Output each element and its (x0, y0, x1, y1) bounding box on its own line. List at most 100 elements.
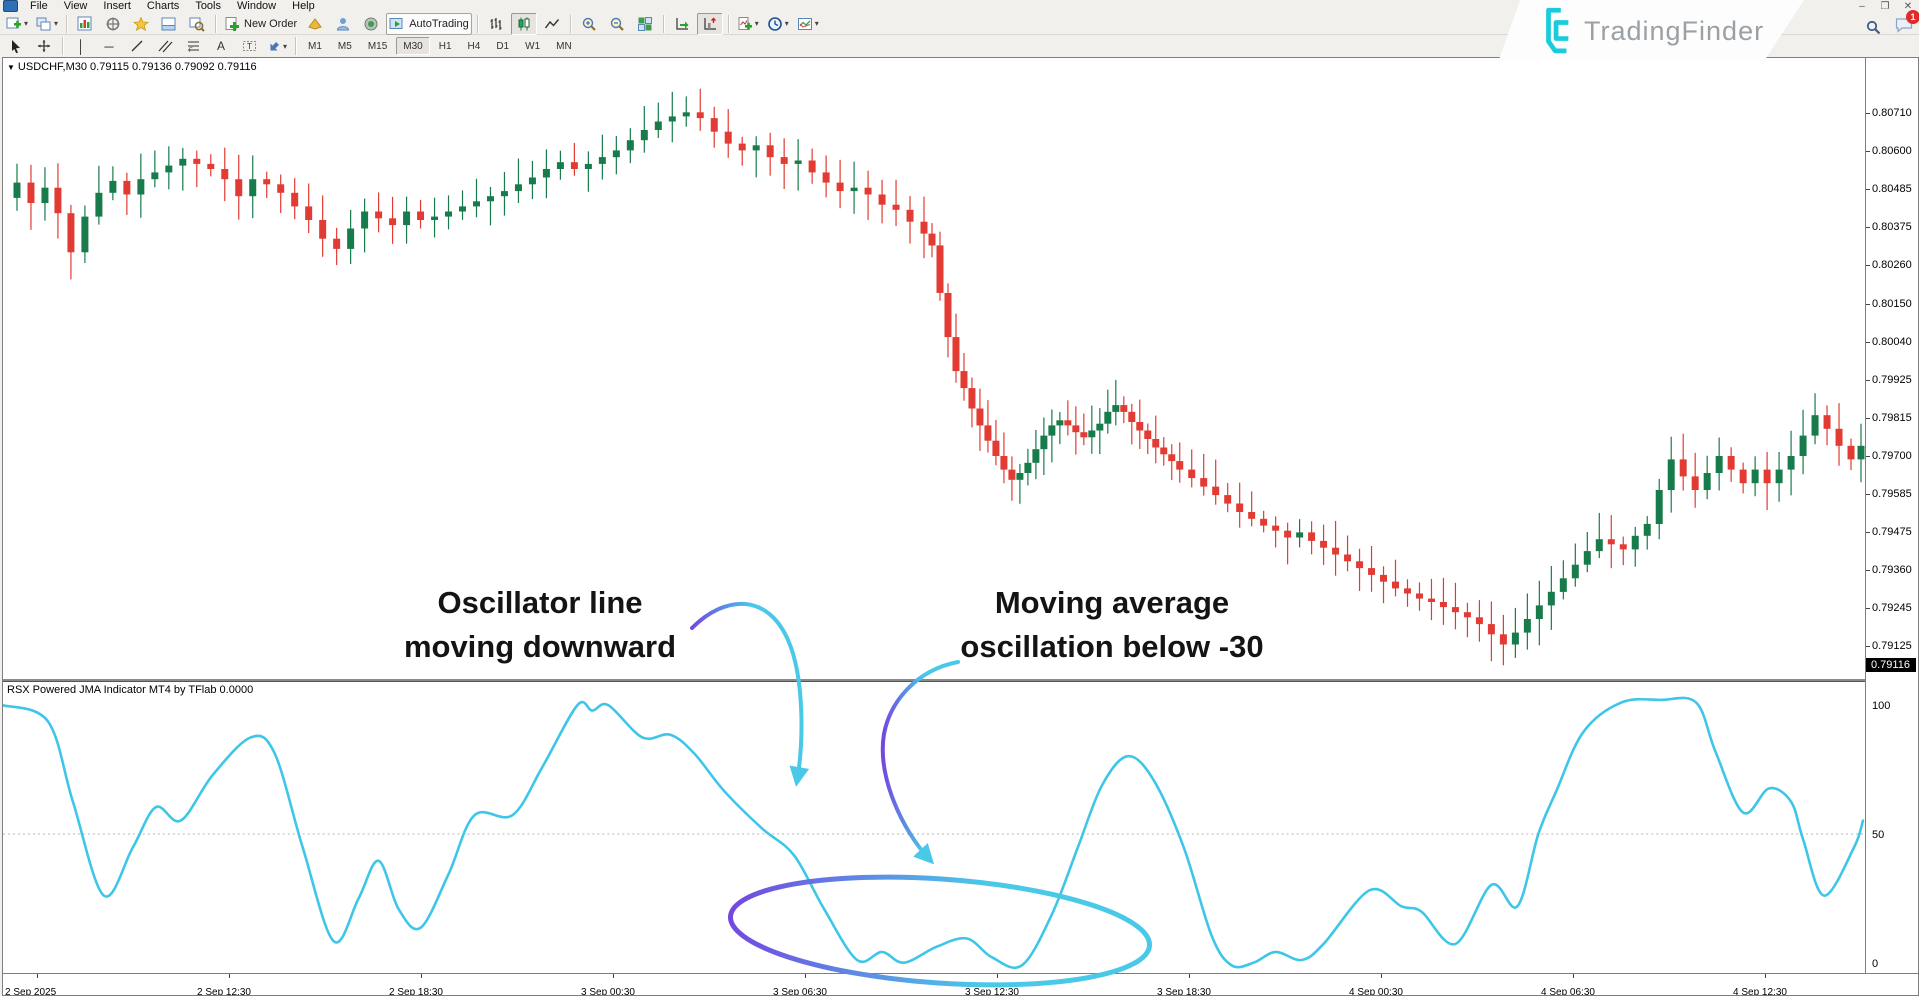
time-label: 2 Sep 2025 (5, 987, 57, 995)
minimize-button[interactable]: – (1859, 1, 1865, 12)
price-tick (1866, 532, 1870, 534)
trendline-button[interactable] (124, 35, 150, 57)
timeframe-h4[interactable]: H4 (461, 37, 488, 55)
timeframe-m1[interactable]: M1 (301, 37, 329, 55)
autotrading-button[interactable]: AutoTrading (386, 12, 472, 35)
timeframe-d1[interactable]: D1 (489, 37, 516, 55)
profiles-button[interactable]: ▾ (33, 13, 61, 35)
line-chart-icon (544, 18, 559, 28)
text-label-button[interactable]: T (236, 35, 262, 57)
strategy-tester-button[interactable] (184, 13, 210, 35)
shapes-button[interactable]: ▾ (264, 35, 290, 57)
menu-charts[interactable]: Charts (146, 0, 180, 12)
price-label: 0.79700 (1872, 449, 1912, 462)
toolbar-separator (62, 37, 63, 55)
timeframe-m5[interactable]: M5 (331, 37, 359, 55)
search-icon[interactable] (1866, 20, 1881, 35)
cursor-button[interactable] (3, 35, 29, 57)
chart-shift-button[interactable] (696, 12, 723, 35)
fibonacci-button[interactable]: F (180, 35, 206, 57)
close-button[interactable]: ✕ (1903, 1, 1913, 12)
oscillator-note-line1: Oscillator line (437, 585, 643, 620)
channel-button[interactable] (152, 35, 178, 57)
new-chart-button[interactable]: ▾ (3, 13, 31, 35)
new-order-button[interactable]: New Order (221, 13, 300, 35)
chevron-down-icon: ▾ (54, 19, 59, 28)
timeframe-mn[interactable]: MN (549, 37, 579, 55)
price-label: 0.79125 (1872, 640, 1912, 653)
price-label: 0.80710 (1872, 107, 1912, 119)
text-button[interactable]: A (208, 35, 234, 57)
tile-windows-button[interactable] (632, 13, 658, 35)
notifications-button[interactable] (358, 13, 384, 35)
bar-chart-button[interactable] (483, 13, 509, 35)
chart-dropdown-icon: ▼ (7, 63, 15, 72)
navigator-button[interactable] (128, 13, 154, 35)
menu-file[interactable]: File (30, 0, 48, 12)
price-tick (1866, 113, 1870, 114)
timeframe-w1[interactable]: W1 (518, 37, 547, 55)
time-label: 3 Sep 12:30 (965, 987, 1019, 995)
vertical-line-button[interactable]: │ (68, 35, 94, 57)
time-label: 3 Sep 00:30 (581, 987, 635, 995)
restore-button[interactable]: ❐ (1880, 1, 1890, 12)
tile-windows-icon (637, 16, 652, 31)
cursor-icon (12, 39, 20, 53)
drawing-toolbar: │ ─ F A T ▾ M1 M5 M15 M30 H1 H4 D1 W1 MN (0, 35, 1919, 57)
experts-button[interactable] (330, 13, 356, 35)
time-label: 4 Sep 00:30 (1349, 987, 1403, 995)
periods-button[interactable]: ▾ (764, 13, 792, 35)
notifications-icon (364, 17, 378, 30)
menu-tools[interactable]: Tools (195, 0, 221, 12)
svg-text:T: T (247, 42, 252, 51)
symbol-info[interactable]: ▼ USDCHF,M30 0.79115 0.79136 0.79092 0.79… (7, 61, 257, 73)
shapes-icon (270, 42, 279, 51)
terminal-button[interactable] (156, 13, 182, 35)
market-watch-button[interactable] (72, 13, 98, 35)
autotrading-label: AutoTrading (409, 17, 469, 30)
crosshair-button[interactable] (31, 35, 57, 57)
price-axis[interactable]: 0.80710 0.80600 0.80485 0.80375 0.80260 0.801… (1865, 58, 1918, 974)
zoom-in-button[interactable] (576, 13, 602, 35)
chevron-down-icon: ▾ (784, 19, 789, 28)
experts-icon (337, 17, 350, 30)
timeframe-h1[interactable]: H1 (432, 37, 459, 55)
zoom-out-icon (610, 17, 624, 31)
price-tick (1866, 227, 1870, 229)
chevron-down-icon: ▾ (24, 19, 29, 28)
zoom-out-button[interactable] (604, 13, 630, 35)
zoom-in-icon (582, 17, 596, 31)
oscillator-line (3, 696, 1865, 970)
main-toolbar: ▾ ▾ New Order AutoTrading (0, 12, 1919, 35)
line-chart-button[interactable] (539, 13, 565, 35)
toolbar-separator (215, 14, 217, 33)
templates-button[interactable]: ▾ (794, 13, 822, 35)
data-window-button[interactable] (100, 13, 126, 35)
metaeditor-icon (308, 17, 323, 30)
metaeditor-button[interactable] (302, 13, 328, 35)
toolbar-separator (66, 14, 68, 33)
time-axis[interactable]: 2 Sep 2025 2 Sep 12:30 2 Sep 18:30 3 Sep 00… (3, 973, 1918, 995)
menu-insert[interactable]: Insert (103, 0, 131, 12)
auto-scroll-button[interactable] (669, 13, 695, 35)
window-controls: – ❐ ✕ (1855, 1, 1915, 12)
toolbar-separator (476, 14, 478, 33)
navigator-icon (133, 16, 150, 31)
chat-button[interactable]: 1 (1895, 10, 1919, 38)
price-label: 0.79585 (1872, 488, 1912, 500)
indicators-button[interactable]: ▾ (734, 13, 762, 35)
horizontal-line-button[interactable]: ─ (96, 35, 122, 57)
menu-window[interactable]: Window (237, 0, 277, 12)
candlestick-chart-icon (518, 17, 530, 30)
indicator-pane[interactable]: RSX Powered JMA Indicator MT4 by TFlab 0… (3, 682, 1866, 974)
menu-help[interactable]: Help (292, 0, 315, 12)
price-tick (1866, 303, 1870, 305)
price-label: 0.79925 (1872, 373, 1912, 386)
new-order-label: New Order (244, 17, 298, 30)
price-chart-area[interactable]: ▼ USDCHF,M30 0.79115 0.79136 0.79092 0.79… (3, 58, 1866, 679)
timeframe-m30[interactable]: M30 (396, 37, 430, 55)
candlestick-chart-button[interactable] (510, 12, 537, 35)
menu-bar: File View Insert Charts Tools Window Help (0, 0, 1919, 14)
menu-view[interactable]: View (63, 0, 88, 12)
timeframe-m15[interactable]: M15 (361, 37, 394, 55)
